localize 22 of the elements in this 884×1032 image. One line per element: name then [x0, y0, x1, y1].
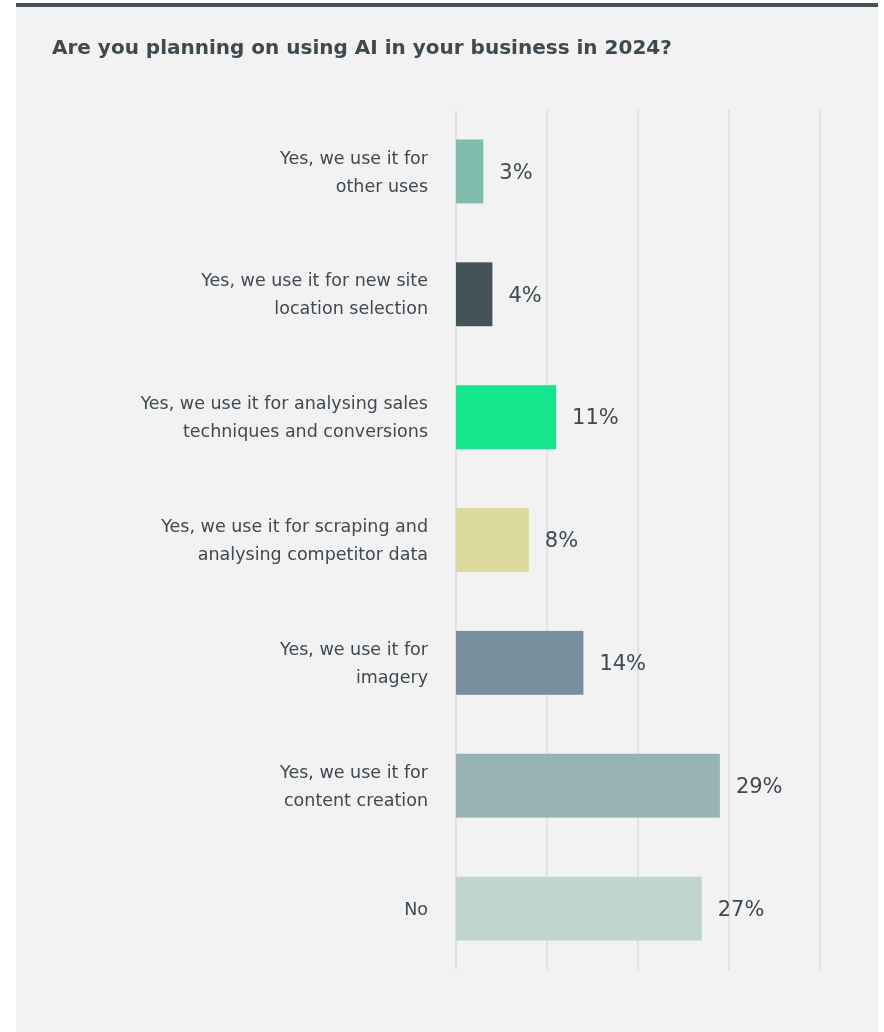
bar	[456, 139, 484, 204]
data-label: 3%	[499, 159, 533, 184]
y-tick-label: Yes, we use it for other uses	[279, 147, 429, 196]
y-tick-label: Yes, we use it for imagery	[279, 638, 429, 687]
y-tick-label: Yes, we use it for content creation	[279, 761, 429, 810]
data-label: 8%	[544, 528, 579, 553]
bar	[456, 753, 720, 818]
data-label: 29%	[735, 774, 783, 799]
y-tick-label: Yes, we use it for new site location selection	[200, 270, 428, 319]
bar	[456, 876, 702, 941]
data-label: 11%	[572, 405, 619, 430]
y-tick-label: Yes, we use it for analysing sales techniques and conversions	[139, 393, 428, 442]
data-label: 27%	[717, 896, 765, 921]
bar	[456, 508, 529, 572]
y-tick-label: No	[404, 898, 428, 919]
y-tick-label: Yes, we use it for scraping and analysing competitor data	[160, 516, 428, 565]
data-label: 4%	[508, 282, 542, 307]
bar	[456, 385, 557, 450]
chart-title: Are you planning on using AI in your business in 2024?	[52, 35, 672, 59]
bar	[456, 630, 584, 695]
data-label: 14%	[599, 651, 647, 676]
bar	[456, 262, 493, 327]
